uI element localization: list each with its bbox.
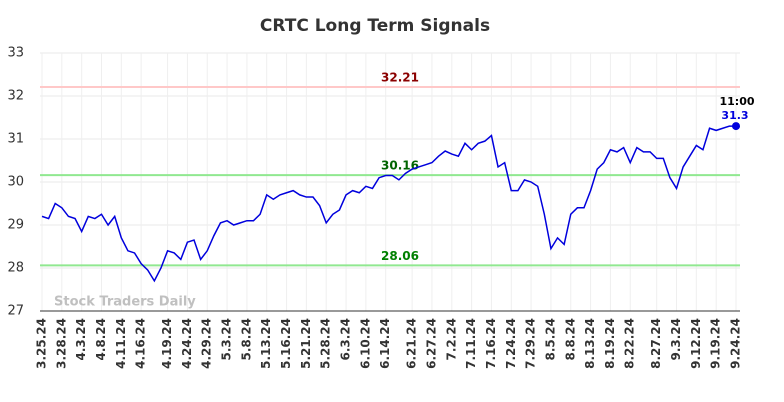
x-tick-label: 4.8.24 bbox=[94, 318, 108, 361]
x-tick-label: 5.21.24 bbox=[299, 318, 313, 369]
x-tick-label: 8.13.24 bbox=[583, 318, 597, 369]
x-tick-label: 9.3.24 bbox=[669, 318, 683, 361]
x-tick-label: 4.11.24 bbox=[114, 318, 128, 369]
x-tick-label: 5.8.24 bbox=[239, 318, 253, 361]
x-tick-label: 8.22.24 bbox=[623, 318, 637, 369]
price-line bbox=[41, 125, 736, 283]
x-tick-label: 7.29.24 bbox=[524, 318, 538, 369]
last-time-label: 11:00 bbox=[719, 95, 754, 108]
y-tick-label: 30 bbox=[7, 175, 24, 190]
watermark: Stock Traders Daily bbox=[54, 295, 196, 310]
x-tick-label: 8.19.24 bbox=[603, 318, 617, 369]
chart-title: CRTC Long Term Signals bbox=[260, 16, 490, 36]
x-tick-label: 4.29.24 bbox=[200, 318, 214, 369]
x-tick-label: 7.16.24 bbox=[484, 318, 498, 369]
x-tick-label: 4.24.24 bbox=[180, 318, 194, 369]
x-tick-label: 9.19.24 bbox=[709, 318, 723, 369]
reference-label: 30.16 bbox=[381, 159, 419, 173]
x-tick-label: 4.16.24 bbox=[134, 318, 148, 369]
x-tick-label: 3.28.24 bbox=[54, 318, 68, 369]
reference-label: 28.06 bbox=[381, 249, 419, 263]
x-tick-label: 4.19.24 bbox=[160, 318, 174, 369]
x-tick-label: 5.28.24 bbox=[319, 318, 333, 369]
x-tick-label: 6.27.24 bbox=[424, 318, 438, 369]
y-tick-label: 31 bbox=[7, 132, 24, 147]
x-tick-label: 5.13.24 bbox=[259, 318, 273, 369]
x-tick-label: 5.3.24 bbox=[220, 318, 234, 361]
last-point bbox=[732, 122, 740, 131]
x-tick-label: 6.21.24 bbox=[405, 318, 419, 369]
x-tick-label: 9.24.24 bbox=[729, 318, 743, 369]
x-tick-label: 7.11.24 bbox=[464, 318, 478, 369]
x-tick-label: 7.24.24 bbox=[504, 318, 518, 369]
x-tick-label: 5.16.24 bbox=[279, 318, 293, 369]
y-tick-label: 33 bbox=[7, 46, 24, 61]
x-tick-label: 8.8.24 bbox=[563, 318, 577, 361]
x-tick-label: 3.25.24 bbox=[35, 318, 49, 369]
x-tick-label: 8.5.24 bbox=[543, 318, 557, 361]
x-tick-label: 6.3.24 bbox=[339, 318, 353, 361]
y-tick-label: 28 bbox=[7, 261, 24, 276]
reference-label: 32.21 bbox=[381, 70, 419, 84]
x-tick-label: 7.2.24 bbox=[444, 318, 458, 361]
x-tick-label: 8.27.24 bbox=[649, 318, 663, 369]
y-tick-label: 32 bbox=[7, 89, 24, 104]
y-tick-label: 29 bbox=[7, 218, 24, 233]
y-tick-label: 27 bbox=[7, 304, 24, 319]
x-tick-label: 9.12.24 bbox=[689, 318, 703, 369]
x-tick-label: 6.14.24 bbox=[378, 318, 392, 369]
last-value-label: 31.3 bbox=[721, 109, 748, 122]
x-tick-label: 6.10.24 bbox=[358, 318, 372, 369]
x-tick-label: 4.3.24 bbox=[74, 318, 88, 361]
